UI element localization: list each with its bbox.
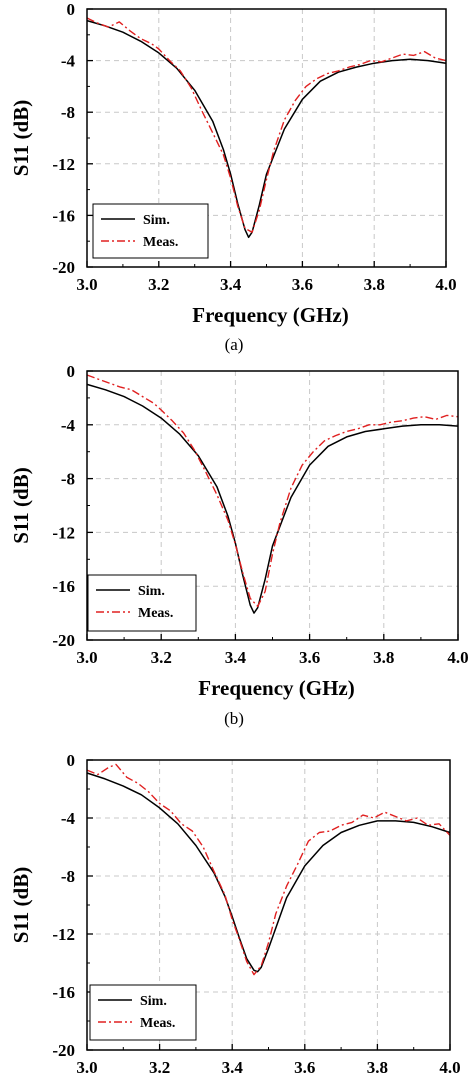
x-tick-label: 3.8: [364, 275, 385, 294]
x-tick-label: 3.0: [76, 275, 97, 294]
gridlines: [87, 9, 446, 267]
y-tick-label: -8: [61, 103, 75, 122]
gridlines: [87, 371, 458, 640]
legend-label-meas: Meas.: [138, 606, 173, 621]
legend-box: [89, 984, 197, 1041]
legend-label-sim: Sim.: [138, 584, 165, 599]
y-tick-label: -4: [61, 416, 76, 435]
legend-box: [87, 574, 197, 632]
y-tick-label: -8: [61, 470, 75, 489]
chart-panel-1: 3.0 3.2 3.4 3.6 3.8 4.0 0 -4 -8 -12 -16 -20 Frequenc…: [9, 0, 457, 354]
legend-box: [92, 203, 209, 259]
series-line-meas: [86, 763, 451, 976]
x-tick-label: 4.0: [447, 648, 468, 667]
y-tick-label: -20: [52, 258, 75, 277]
series-line-meas: [86, 17, 447, 233]
panel-caption: (a): [225, 335, 244, 354]
y-tick-label: 0: [67, 0, 76, 19]
series-line-meas: [86, 374, 459, 608]
x-tick-label: 3.4: [222, 1058, 244, 1077]
x-axis-title: Frequency (GHz): [198, 676, 355, 700]
y-tick-label: -20: [52, 1041, 75, 1060]
x-tick-label: 3.0: [76, 1058, 97, 1077]
y-axis-title: S11 (dB): [9, 100, 33, 176]
y-tick-label: 0: [67, 362, 76, 381]
x-tick-label: 3.4: [225, 648, 247, 667]
x-tick-label: 3.0: [76, 648, 97, 667]
y-tick-label: -12: [52, 925, 75, 944]
y-tick-label: -8: [61, 867, 75, 886]
x-tick-label: 4.0: [435, 275, 456, 294]
x-tick-label: 3.4: [220, 275, 242, 294]
legend-label-meas: Meas.: [140, 1016, 175, 1031]
x-tick-label: 3.6: [294, 1058, 315, 1077]
panel-caption: (b): [224, 709, 244, 728]
y-tick-label: -20: [52, 631, 75, 650]
y-axis-title: S11 (dB): [9, 867, 33, 943]
x-tick-label: 3.2: [149, 1058, 170, 1077]
y-tick-label: 0: [67, 751, 76, 770]
series-line-sim: [86, 383, 459, 614]
y-tick-label: -16: [52, 577, 75, 596]
y-tick-label: -4: [61, 809, 76, 828]
y-tick-label: -12: [52, 523, 75, 542]
series-line-sim: [86, 19, 447, 239]
chart-panel-3: 3.03.23.43.63.84.00-4-8-12-16-20Frequenc…: [9, 751, 461, 1077]
legend-label-meas: Meas.: [143, 235, 178, 250]
legend: Sim. Meas.: [89, 984, 197, 1041]
legend: Sim. Meas.: [87, 574, 197, 632]
y-tick-label: -12: [52, 155, 75, 174]
x-tick-label: 3.2: [151, 648, 172, 667]
x-tick-label: 3.8: [373, 648, 394, 667]
x-tick-label: 3.6: [292, 275, 313, 294]
x-tick-label: 3.2: [148, 275, 169, 294]
chart-panel-2: 3.0 3.2 3.4 3.6 3.8 4.0 0 -4 -8 -12 -16 -20 Frequenc…: [9, 362, 469, 728]
x-axis-title: Frequency (GHz): [192, 303, 349, 327]
y-axis-title: S11 (dB): [9, 467, 33, 543]
legend: Sim. Meas.: [92, 203, 209, 259]
y-tick-label: -4: [61, 52, 76, 71]
y-tick-label: -16: [52, 983, 75, 1002]
legend-label-sim: Sim.: [143, 213, 170, 228]
series-line-sim: [86, 772, 451, 973]
x-tick-label: 3.6: [299, 648, 320, 667]
legend-label-sim: Sim.: [140, 994, 167, 1009]
x-tick-label: 3.8: [367, 1058, 388, 1077]
x-tick-label: 4.0: [439, 1058, 460, 1077]
y-tick-label: -16: [52, 206, 75, 225]
